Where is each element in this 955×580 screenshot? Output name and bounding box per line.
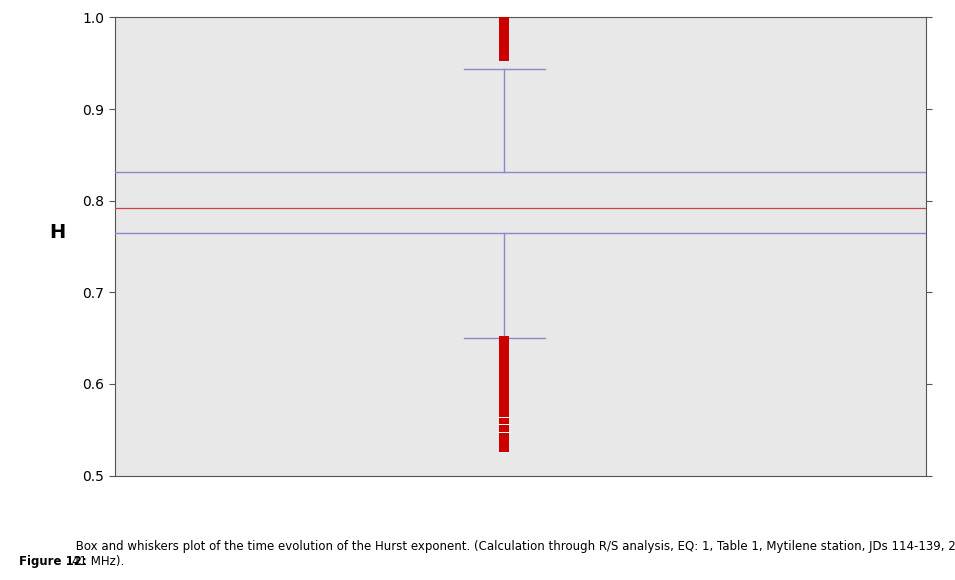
Bar <box>499 17 509 61</box>
Text: H: H <box>50 223 66 242</box>
Text: Box and whiskers plot of the time evolution of the Hurst exponent. (Calculation : Box and whiskers plot of the time evolut… <box>72 541 955 568</box>
Text: Figure 12:: Figure 12: <box>19 556 87 568</box>
Bar <box>499 336 509 452</box>
